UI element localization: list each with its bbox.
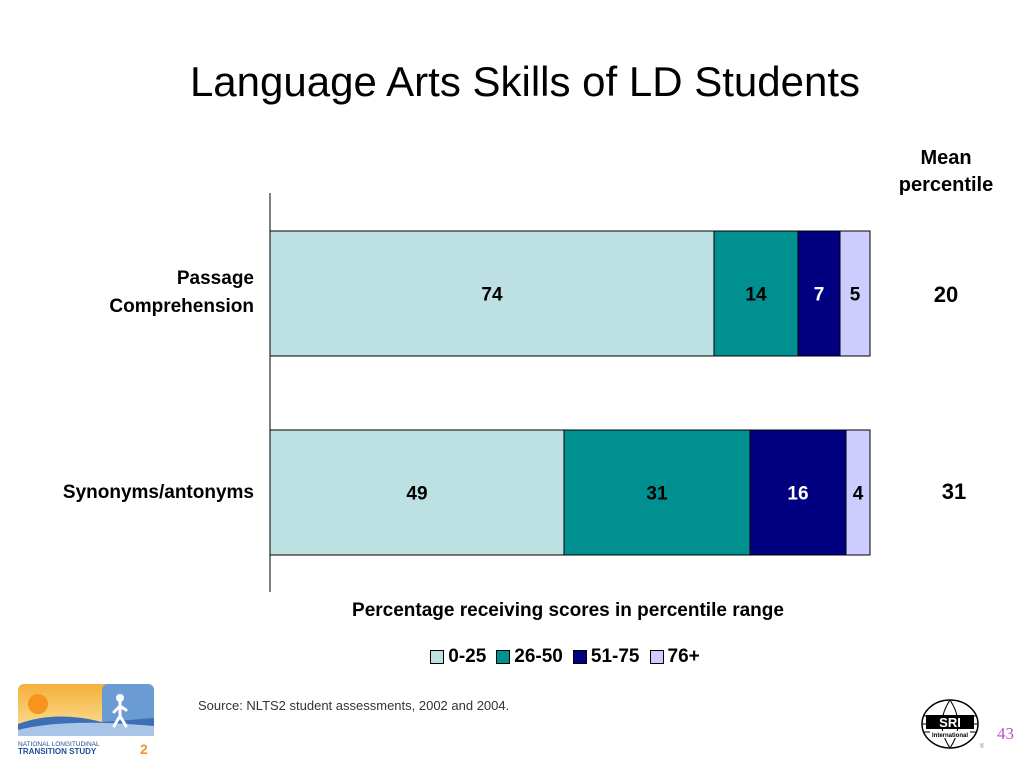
page-number: 43: [997, 724, 1014, 743]
svg-text:®: ®: [980, 743, 984, 750]
legend-swatch: [430, 650, 445, 664]
category-label-synonyms: Synonyms/antonyms: [63, 479, 254, 507]
source-note: Source: NLTS2 student assessments, 2002 …: [198, 698, 510, 713]
sri-logo: SRI International ®: [921, 699, 984, 750]
legend-item: 0-25: [430, 646, 486, 668]
category-label-passage: Passage Comprehension: [109, 265, 254, 321]
legend: 0-25 26-50 51-75 76+: [0, 646, 1024, 668]
legend-swatch: [572, 650, 587, 664]
bar-data-label: 14: [745, 285, 767, 306]
bar-data-label: 31: [646, 484, 668, 505]
bar-segment-26-50: [563, 429, 751, 556]
sri-sub: International: [932, 733, 968, 739]
category-label-line: Passage: [176, 268, 254, 289]
bar-data-label: 74: [481, 285, 503, 306]
bar-segment-51-75: [749, 429, 847, 556]
bar-segment-51-75: [797, 230, 841, 357]
legend-item: 51-75: [572, 646, 640, 668]
legend-label: 76+: [667, 646, 700, 667]
mean-value-passage: 20: [933, 282, 959, 307]
category-label-line: Synonyms/antonyms: [62, 482, 254, 503]
legend-swatch: [649, 650, 664, 664]
bar-data-label: 5: [850, 285, 861, 306]
legend-item: 26-50: [496, 646, 563, 668]
mean-header-line1: Mean: [920, 147, 972, 169]
slide-title: Language Arts Skills of LD Students: [189, 58, 861, 105]
bar-data-label: 16: [787, 484, 808, 505]
category-label-line: Comprehension: [109, 296, 254, 317]
sri-text: SRI: [939, 715, 961, 730]
nlts2-line2: TRANSITION STUDY: [18, 747, 97, 756]
bar-data-label: 49: [406, 484, 427, 505]
bar-data-label: 7: [814, 285, 825, 306]
bar-segment-76+: [845, 429, 871, 556]
legend-label: 0-25: [448, 646, 487, 667]
mean-percentile-header: Mean percentile: [880, 145, 1012, 199]
bar-segment-76+: [839, 230, 871, 357]
legend-label: 26-50: [514, 646, 563, 667]
mean-header-line2: percentile: [898, 174, 994, 196]
nlts2-number: 2: [140, 741, 148, 756]
bar-segment-0-25: [269, 429, 565, 556]
legend-label: 51-75: [590, 646, 640, 667]
bar-segment-26-50: [713, 230, 799, 357]
legend-item: 76+: [649, 646, 700, 668]
x-axis-label: Percentage receiving scores in percentil…: [352, 600, 784, 621]
legend-swatch: [496, 650, 511, 664]
mean-value-synonyms: 31: [941, 479, 967, 504]
bar-data-label: 4: [853, 484, 864, 505]
nlts2-line1: NATIONAL LONGITUDINAL: [18, 741, 100, 748]
nlts2-logo: NATIONAL LONGITUDINAL TRANSITION STUDY 2: [18, 684, 154, 756]
